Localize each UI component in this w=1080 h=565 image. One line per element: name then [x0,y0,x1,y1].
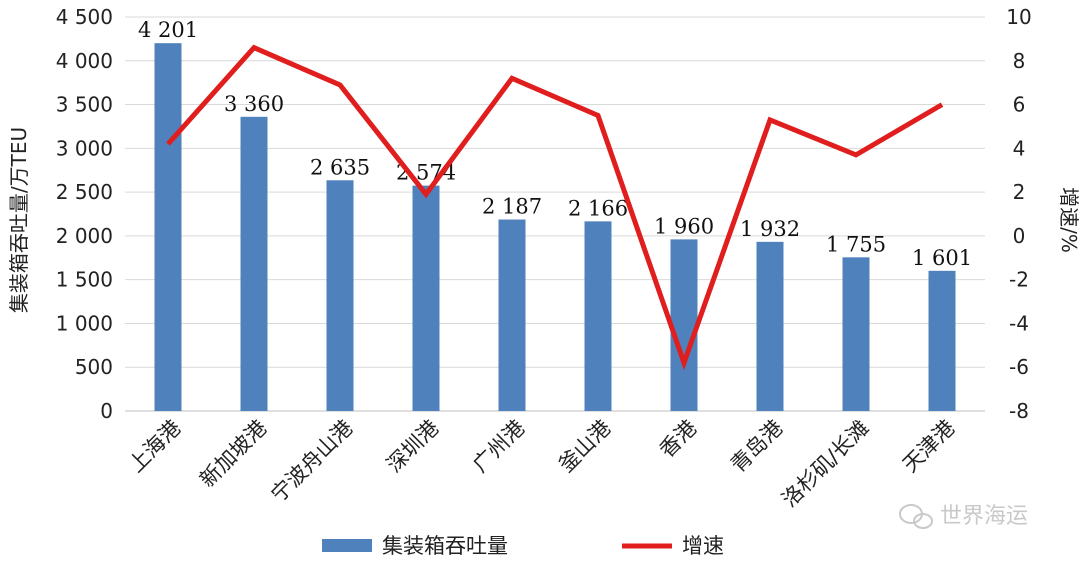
bar-value-label: 1 932 [740,217,800,241]
bar-value-label: 2 635 [310,155,370,179]
bar [670,239,698,411]
category-label: 上海港 [124,416,186,478]
right-tick-label: -6 [1009,355,1029,379]
legend-bar-swatch [322,539,372,552]
wechat-icon [899,504,933,529]
bar-value-label: 1 601 [912,246,972,270]
left-tick-label: 1 500 [56,268,113,292]
bar [240,116,268,412]
bar-value-label: 1 755 [826,232,886,256]
right-axis-ticks: -8 -6 -4 -2 0 2 4 6 8 10 [1006,5,1031,423]
right-tick-label: 4 [1013,136,1026,160]
category-label: 青岛港 [726,416,788,478]
bar-series [154,43,956,412]
bar [842,257,870,411]
right-tick-label: -8 [1009,399,1029,423]
right-tick-label: 0 [1013,224,1026,248]
bar [756,241,784,411]
watermark: 世界海运 [899,504,1028,529]
category-label: 新加坡港 [195,416,271,492]
right-tick-label: 10 [1006,5,1031,29]
left-tick-label: 2 500 [56,180,113,204]
bar [412,185,440,411]
bar-value-label: 2 166 [568,196,628,220]
left-tick-label: 3 500 [56,93,113,117]
bar-value-label: 4 201 [138,18,198,42]
line-series [166,44,944,371]
category-label: 深圳港 [382,416,444,478]
watermark-text: 世界海运 [940,504,1028,529]
left-tick-label: 3 000 [56,136,113,160]
bar [498,219,526,411]
right-tick-label: 2 [1013,180,1026,204]
bar [928,270,956,411]
bar-value-label: 2 187 [482,195,542,219]
growth-line [166,44,944,371]
bar [326,180,354,411]
category-label: 天津港 [898,416,960,478]
right-axis-title: 增速/% [1057,187,1080,253]
category-label: 广州港 [468,416,530,478]
right-tick-label: -2 [1009,268,1029,292]
legend: 集装箱吞吐量 增速 [322,534,724,558]
left-tick-label: 2 000 [56,224,113,248]
left-tick-label: 4 500 [56,5,113,29]
bar [584,221,612,411]
right-tick-label: 8 [1013,49,1026,73]
category-label: 宁波舟山港 [266,416,357,507]
left-axis-title: 集装箱吞吐量/万TEU [7,127,31,313]
right-tick-label: 6 [1013,93,1026,117]
category-label: 釜山港 [554,416,616,478]
category-label: 洛杉矶/长滩 [777,416,873,512]
category-label: 香港 [655,416,702,463]
left-tick-label: 0 [100,399,113,423]
left-axis-ticks: 0 500 1 000 1 500 2 000 2 500 3 000 3 500 4 000 4… [56,5,113,423]
left-tick-label: 4 000 [56,49,113,73]
bar-value-label: 3 360 [224,92,284,116]
legend-bar-label: 集装箱吞吐量 [382,534,508,558]
left-tick-label: 1 000 [56,311,113,335]
legend-line-label: 增速 [682,534,724,558]
gridlines [125,16,985,412]
bar-value-label: 1 960 [654,214,714,238]
right-tick-label: -4 [1009,311,1029,335]
left-tick-label: 500 [75,355,113,379]
bar [154,43,182,412]
